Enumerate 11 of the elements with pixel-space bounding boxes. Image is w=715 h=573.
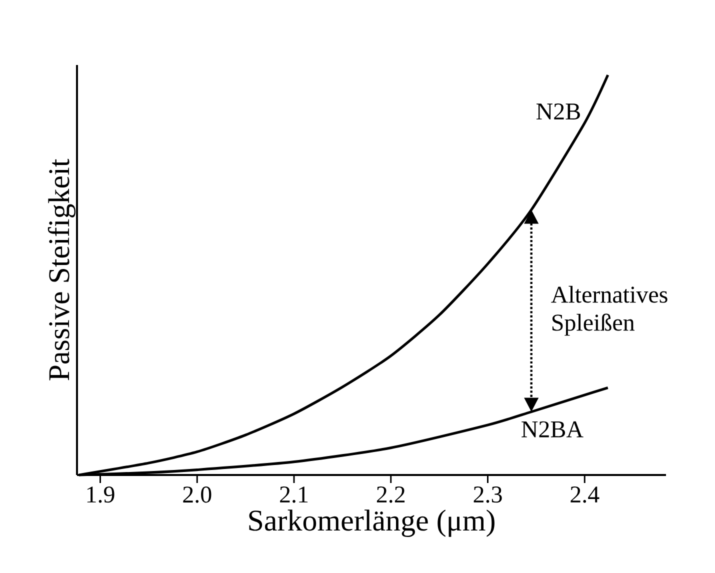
x-tick-label: 1.9 [87, 486, 114, 503]
annotation: Alternatives Spleißen [551, 286, 668, 336]
x-tick-label: 2.3 [474, 486, 502, 503]
x-axis-title: Sarkomerlänge (μm) [249, 510, 494, 537]
x-tick-label: 2.0 [183, 486, 212, 503]
x-tick-label: 2.4 [570, 486, 600, 503]
legend-label: N2BA [522, 421, 584, 438]
y-axis-title: Passive Steifigkeit [48, 158, 76, 380]
x-tick-label: 2.2 [376, 486, 405, 503]
x-tick-label: 2.1 [280, 486, 308, 503]
series-label: N2B [536, 104, 580, 120]
